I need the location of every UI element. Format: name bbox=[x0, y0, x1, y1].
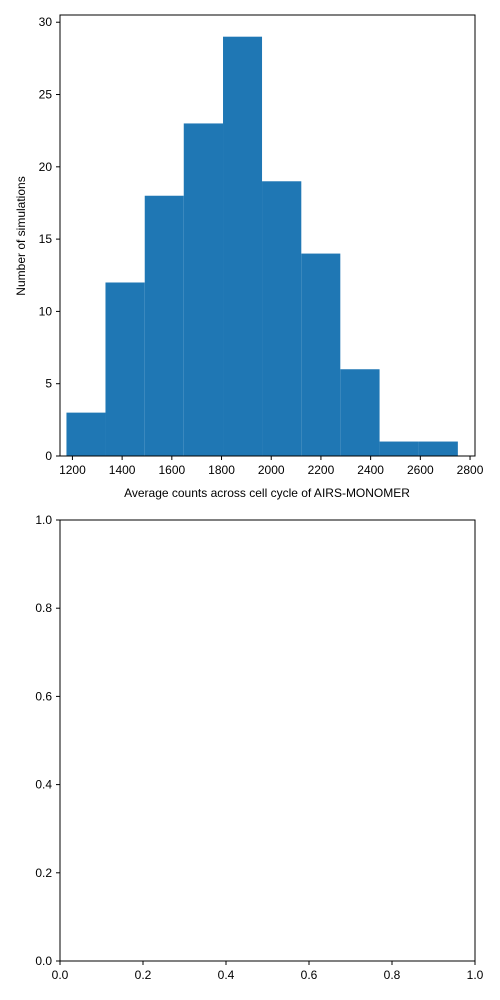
y-tick-label: 5 bbox=[45, 377, 52, 391]
x-tick-label: 1600 bbox=[158, 463, 185, 477]
x-axis-ticks: 0.0 0.2 0.4 0.6 0.8 1.0 bbox=[52, 961, 484, 982]
histogram-bars bbox=[66, 36, 458, 456]
histogram-bar bbox=[379, 441, 419, 456]
x-tick-label: 0.0 bbox=[52, 968, 69, 982]
y-tick-label: 0.0 bbox=[35, 954, 52, 968]
y-axis-ticks: 0 5 10 15 20 25 30 bbox=[39, 15, 60, 463]
x-tick-label: 2800 bbox=[457, 463, 484, 477]
y-tick-label: 10 bbox=[39, 304, 53, 318]
x-tick-label: 0.8 bbox=[384, 968, 401, 982]
y-tick-label: 20 bbox=[39, 160, 53, 174]
x-tick-label: 1400 bbox=[109, 463, 136, 477]
x-tick-label: 2200 bbox=[308, 463, 335, 477]
y-tick-label: 15 bbox=[39, 232, 53, 246]
y-axis-ticks: 0.0 0.2 0.4 0.6 0.8 1.0 bbox=[35, 513, 60, 968]
histogram-bar bbox=[301, 253, 341, 456]
x-tick-label: 1200 bbox=[59, 463, 86, 477]
x-axis-label: Average counts across cell cycle of AIRS… bbox=[124, 486, 410, 500]
x-tick-label: 0.6 bbox=[301, 968, 318, 982]
histogram-bar bbox=[66, 412, 106, 456]
histogram-bar bbox=[340, 369, 380, 456]
y-tick-label: 1.0 bbox=[35, 513, 52, 527]
y-tick-label: 0 bbox=[45, 449, 52, 463]
x-tick-label: 0.2 bbox=[135, 968, 152, 982]
y-tick-label: 30 bbox=[39, 15, 53, 29]
x-tick-label: 2000 bbox=[258, 463, 285, 477]
histogram-bar bbox=[262, 181, 302, 456]
empty-panel: 0.0 0.2 0.4 0.6 0.8 1.0 0.0 0.2 0.4 0.6 0.8 1.0 bbox=[35, 513, 483, 982]
x-tick-label: 0.4 bbox=[218, 968, 235, 982]
y-tick-label: 0.8 bbox=[35, 601, 52, 615]
histogram-bar bbox=[144, 195, 184, 456]
histogram-bar bbox=[418, 441, 458, 456]
y-tick-label: 0.6 bbox=[35, 689, 52, 703]
x-axis-ticks: 1200 1400 1600 1800 2000 2200 2400 2600 2800 bbox=[59, 456, 484, 477]
histogram-bar bbox=[105, 282, 145, 456]
histogram-bar bbox=[223, 36, 263, 456]
y-tick-label: 0.2 bbox=[35, 866, 52, 880]
x-tick-label: 2400 bbox=[357, 463, 384, 477]
y-tick-label: 0.4 bbox=[35, 778, 52, 792]
x-tick-label: 2600 bbox=[407, 463, 434, 477]
x-tick-label: 1.0 bbox=[467, 968, 484, 982]
histogram-panel: 1200 1400 1600 1800 2000 2200 2400 2600 2800 0 5 1… bbox=[14, 14, 484, 500]
y-axis-label: Number of simulations bbox=[14, 176, 28, 295]
x-tick-label: 1800 bbox=[208, 463, 235, 477]
y-tick-label: 25 bbox=[39, 88, 53, 102]
plot-frame bbox=[59, 14, 476, 457]
histogram-bar bbox=[183, 123, 224, 456]
plot-frame bbox=[59, 519, 476, 962]
